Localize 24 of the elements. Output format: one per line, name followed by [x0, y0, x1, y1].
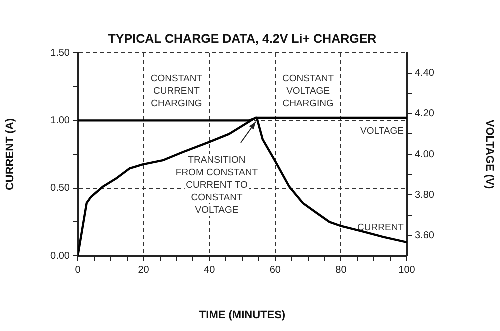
series-label: CURRENT — [358, 222, 404, 234]
y2-tick-label: 3.80 — [415, 190, 435, 201]
y2-axis-title: VOLTAGE (V) — [483, 120, 496, 190]
x-tick-label: 0 — [75, 264, 82, 276]
y-tick-label: 1.00 — [50, 115, 70, 126]
y2-tick-label: 3.60 — [415, 230, 435, 242]
x-tick-label: 80 — [336, 264, 348, 276]
y2-tick-label: 4.40 — [415, 68, 435, 80]
annotation: CONSTANT VOLTAGE CHARGING — [282, 73, 334, 110]
y2-tick-label: 4.00 — [415, 149, 435, 160]
x-tick-label: 40 — [204, 264, 216, 276]
y2-tick-label: 4.20 — [415, 108, 435, 120]
x-axis-title: TIME (MINUTES) — [199, 309, 286, 322]
chart-title: TYPICAL CHARGE DATA, 4.2V Li+ CHARGER — [108, 32, 377, 46]
y-tick-label: 0.00 — [50, 250, 70, 262]
y-tick-label: 1.50 — [50, 48, 70, 59]
y-axis-title: CURRENT (A) — [4, 118, 17, 191]
y-tick-label: 0.50 — [50, 183, 70, 194]
x-tick-label: 20 — [138, 264, 150, 276]
annotation: TRANSITION FROM CONSTANT CURRENT TO CONSTANT VOLTAGE — [176, 154, 258, 216]
series-label: VOLTAGE — [360, 126, 404, 137]
x-tick-label: 100 — [398, 264, 416, 276]
x-tick-label: 60 — [270, 264, 282, 276]
annotation: CONSTANT CURRENT CHARGING — [150, 73, 203, 110]
